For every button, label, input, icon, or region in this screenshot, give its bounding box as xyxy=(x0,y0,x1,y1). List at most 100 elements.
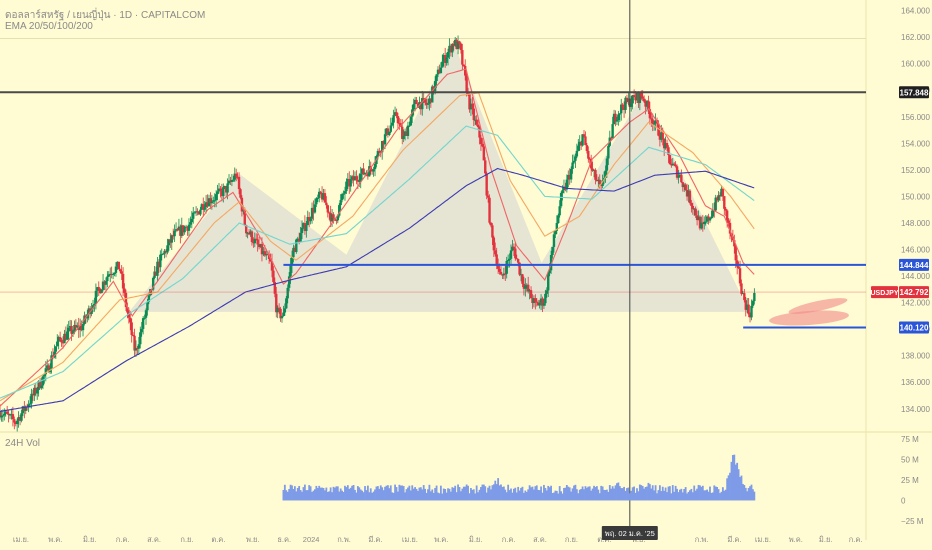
candle-body xyxy=(741,293,745,295)
candle-body xyxy=(622,107,626,110)
candle-body xyxy=(485,173,488,196)
volume-bar xyxy=(555,490,558,501)
volume-bar xyxy=(626,488,628,501)
candle-body xyxy=(43,374,46,377)
volume-bar xyxy=(636,488,638,501)
price-tag-bg xyxy=(899,258,929,271)
candle-body xyxy=(310,207,314,219)
volume-bar xyxy=(641,486,644,501)
candle-body xyxy=(332,214,335,219)
candle-body xyxy=(74,324,78,328)
volume-bar xyxy=(474,493,477,501)
candle-body xyxy=(386,128,390,135)
candle-body xyxy=(502,273,506,276)
x-axis-label: มิ.ย. xyxy=(83,535,97,544)
candle-body xyxy=(599,184,603,186)
candle-body xyxy=(260,244,264,255)
candle-body xyxy=(486,195,490,198)
candle-body xyxy=(549,255,553,271)
price-tick-label: 156.000 xyxy=(901,113,930,122)
volume-bar xyxy=(746,491,749,501)
volume-bar xyxy=(658,485,661,501)
volume-bar xyxy=(349,487,352,501)
volume-bar xyxy=(604,489,607,501)
volume-bar xyxy=(614,485,617,501)
volume-bar xyxy=(293,486,296,501)
candle-body xyxy=(339,200,342,206)
candle-body xyxy=(113,272,116,275)
volume-bar xyxy=(577,493,580,501)
volume-bar xyxy=(568,487,571,501)
candle-body xyxy=(589,158,593,169)
candle-body xyxy=(525,284,528,286)
volume-bar xyxy=(470,488,472,501)
candle-body xyxy=(267,254,271,259)
candle-body xyxy=(577,145,580,151)
volume-bar xyxy=(501,486,504,501)
volume-bar xyxy=(296,487,299,501)
candle-body xyxy=(217,188,221,192)
candle-body xyxy=(701,222,705,225)
volume-bar xyxy=(495,484,498,501)
candle-body xyxy=(675,166,679,178)
volume-bar xyxy=(385,485,388,501)
candle-body xyxy=(647,100,650,110)
volume-legend[interactable]: 24H Vol xyxy=(5,438,41,449)
volume-tick-label: −25 M xyxy=(901,517,924,526)
candle-body xyxy=(514,248,517,259)
candle-body xyxy=(413,99,417,105)
candle-body xyxy=(423,98,427,103)
volume-bar xyxy=(472,489,475,501)
candle-body xyxy=(662,138,666,149)
volume-bar xyxy=(324,490,326,501)
volume-bar xyxy=(494,480,497,501)
candle-body xyxy=(405,131,408,136)
candle-body xyxy=(441,61,444,68)
candle-body xyxy=(368,166,371,177)
volume-bar xyxy=(492,484,495,501)
volume-bar xyxy=(638,484,641,501)
volume-bar xyxy=(308,485,311,501)
volume-bar xyxy=(563,488,565,501)
volume-bar xyxy=(468,493,471,501)
candle-body xyxy=(478,127,481,138)
volume-bar xyxy=(597,489,600,501)
candle-body xyxy=(117,261,121,270)
x-axis-label: ส.ค. xyxy=(147,535,161,544)
candle-body xyxy=(438,69,441,74)
volume-bar xyxy=(694,490,697,501)
candle-body xyxy=(723,196,726,209)
candle-body xyxy=(30,393,33,404)
candle-body xyxy=(126,307,129,313)
symbol-title[interactable]: ดอลลาร์สหรัฐ / เยนญี่ปุ่น · 1D · CAPITAL… xyxy=(5,10,206,21)
volume-bar xyxy=(329,487,332,501)
candle-body xyxy=(721,188,725,197)
volume-bar xyxy=(551,492,554,501)
volume-bar xyxy=(454,485,457,501)
candle-body xyxy=(698,216,702,229)
volume-bar xyxy=(407,487,409,501)
candle-body xyxy=(186,226,189,231)
volume-bar xyxy=(686,493,688,501)
volume-bar xyxy=(713,485,716,501)
candle-body xyxy=(562,186,566,191)
candle-body xyxy=(266,254,269,256)
candle-body xyxy=(691,205,694,210)
candle-body xyxy=(303,223,307,232)
volume-bar xyxy=(355,492,358,501)
volume-bar xyxy=(687,491,690,501)
volume-bar xyxy=(716,487,719,501)
candle-body xyxy=(287,276,291,288)
indicator-legend[interactable]: EMA 20/50/100/200 xyxy=(5,21,93,32)
candle-body xyxy=(541,298,544,306)
candle-body xyxy=(747,304,750,315)
price-tick-label: 146.000 xyxy=(901,246,930,255)
candle-body xyxy=(660,132,663,140)
price-tick-label: 138.000 xyxy=(901,352,930,361)
candle-body xyxy=(634,97,637,101)
candle-body xyxy=(61,342,65,344)
volume-bar xyxy=(608,485,611,501)
candle-body xyxy=(526,284,530,292)
volume-bar xyxy=(543,484,545,501)
